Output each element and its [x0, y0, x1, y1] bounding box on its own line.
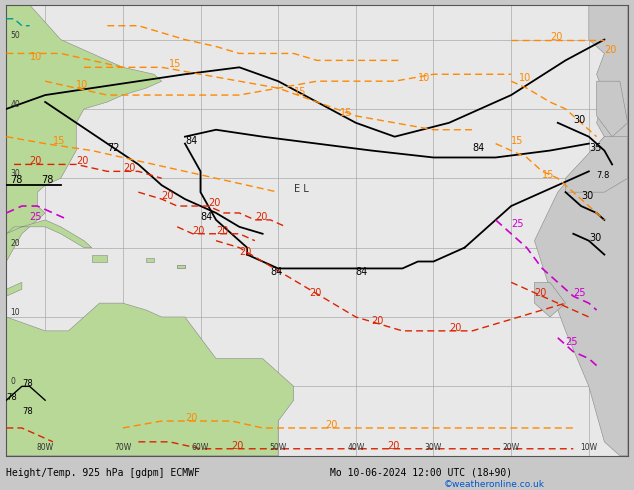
Text: 84: 84 [270, 268, 283, 277]
Text: 10: 10 [76, 80, 89, 90]
Polygon shape [6, 303, 294, 456]
Text: 20: 20 [325, 420, 337, 430]
Text: 20: 20 [208, 198, 221, 208]
Text: 60W: 60W [192, 443, 209, 452]
Polygon shape [566, 137, 628, 192]
Text: E L: E L [294, 184, 309, 194]
Text: 80W: 80W [37, 443, 54, 452]
Text: 84: 84 [200, 212, 213, 222]
Polygon shape [146, 258, 154, 262]
Text: 15: 15 [511, 136, 524, 146]
Text: 20: 20 [123, 163, 135, 173]
Text: 72: 72 [107, 143, 120, 152]
Text: 20: 20 [387, 441, 399, 451]
Text: 20: 20 [162, 191, 174, 201]
Text: 30W: 30W [425, 443, 442, 452]
Text: 30: 30 [581, 191, 593, 201]
Text: 78: 78 [22, 407, 32, 416]
Text: 20: 20 [604, 46, 617, 55]
Polygon shape [92, 255, 107, 262]
Text: 84: 84 [356, 268, 368, 277]
Text: 20: 20 [239, 246, 252, 257]
Text: 0: 0 [10, 377, 15, 386]
Text: 20: 20 [449, 323, 462, 333]
Text: 40: 40 [10, 100, 20, 109]
Text: 20: 20 [10, 239, 20, 247]
Polygon shape [6, 5, 162, 262]
Text: 78: 78 [6, 393, 17, 402]
Text: 25: 25 [30, 212, 42, 222]
Text: 84: 84 [472, 143, 484, 152]
Polygon shape [597, 81, 628, 137]
Polygon shape [177, 265, 185, 269]
Text: 15: 15 [340, 108, 353, 118]
Text: 15: 15 [169, 59, 182, 69]
Text: 20: 20 [255, 212, 268, 222]
Text: 10: 10 [519, 73, 531, 83]
Text: 20W: 20W [503, 443, 520, 452]
Text: 15: 15 [294, 87, 306, 97]
Text: 10W: 10W [580, 443, 597, 452]
Text: 20: 20 [534, 288, 547, 298]
Text: ©weatheronline.co.uk: ©weatheronline.co.uk [444, 480, 545, 489]
Text: 10: 10 [418, 73, 430, 83]
Text: 20: 20 [216, 226, 228, 236]
Text: 78: 78 [41, 175, 54, 185]
Text: 25: 25 [566, 337, 578, 347]
Text: 50: 50 [10, 30, 20, 40]
Text: 15: 15 [53, 136, 65, 146]
Text: 70W: 70W [114, 443, 131, 452]
Text: 30: 30 [589, 233, 601, 243]
Text: 78: 78 [10, 175, 23, 185]
Text: 30: 30 [10, 169, 20, 178]
Text: 25: 25 [573, 288, 586, 298]
Text: 40W: 40W [347, 443, 365, 452]
Polygon shape [6, 220, 92, 247]
Text: 15: 15 [542, 171, 555, 180]
Text: 10: 10 [30, 52, 42, 62]
Polygon shape [6, 282, 22, 296]
Text: 10: 10 [10, 308, 20, 317]
Text: 78: 78 [22, 379, 32, 389]
Text: 20: 20 [76, 156, 89, 167]
Polygon shape [534, 5, 628, 456]
Text: Mo 10-06-2024 12:00 UTC (18+90): Mo 10-06-2024 12:00 UTC (18+90) [330, 468, 512, 478]
Polygon shape [177, 265, 185, 269]
Text: 20: 20 [309, 288, 321, 298]
Text: 20: 20 [372, 316, 384, 326]
Text: 20: 20 [185, 413, 197, 423]
Text: 30: 30 [573, 115, 586, 125]
Text: Height/Temp. 925 hPa [gdpm] ECMWF: Height/Temp. 925 hPa [gdpm] ECMWF [6, 468, 200, 478]
Text: 35: 35 [589, 143, 601, 152]
Text: 20: 20 [231, 441, 244, 451]
Text: 25: 25 [511, 219, 524, 229]
Text: 84: 84 [185, 136, 197, 146]
Polygon shape [534, 282, 566, 317]
Text: 20: 20 [30, 156, 42, 167]
Text: 50W: 50W [269, 443, 287, 452]
Text: 20: 20 [550, 31, 562, 42]
Text: 7.8: 7.8 [597, 172, 610, 180]
Text: 20: 20 [193, 226, 205, 236]
